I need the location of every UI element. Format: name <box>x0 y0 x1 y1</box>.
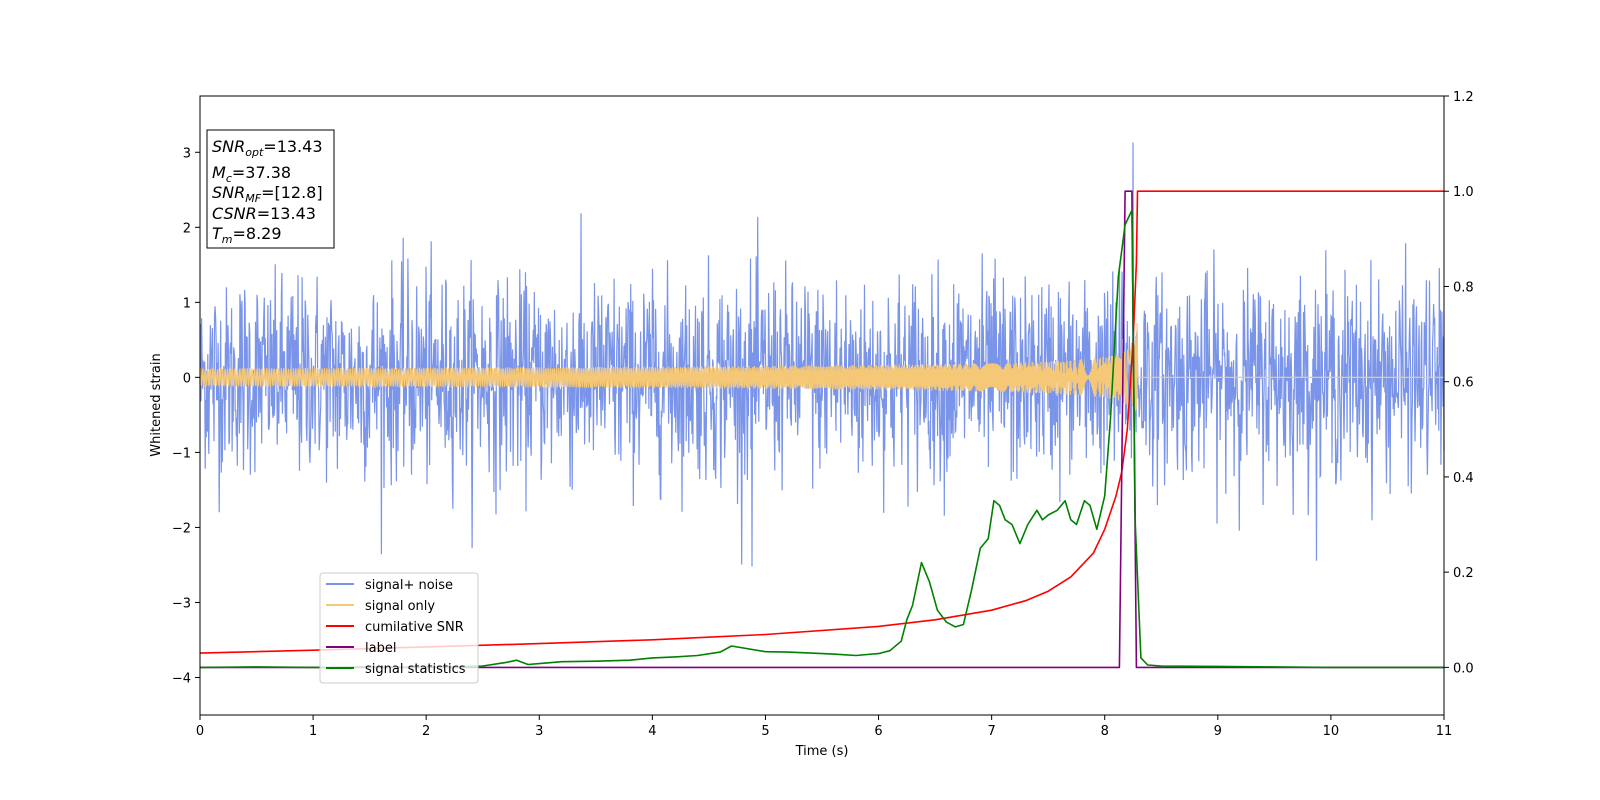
series-label <box>200 190 1444 669</box>
y-left-tick-label: −2 <box>172 521 191 536</box>
legend-label-signal-noise: signal+ noise <box>365 578 453 593</box>
y-left-tick-label: 2 <box>183 221 191 236</box>
y-right-tick-label: 0.0 <box>1453 661 1474 676</box>
y-left-tick-label: −3 <box>172 596 191 611</box>
y-left-tick-label: −4 <box>172 671 191 686</box>
x-tick-label: 5 <box>761 724 769 739</box>
y-right-tick-label: 0.8 <box>1453 280 1474 295</box>
x-tick-label: 7 <box>987 724 995 739</box>
legend-label-cumulative-snr: cumilative SNR <box>365 620 464 635</box>
x-tick-label: 2 <box>422 724 430 739</box>
series-layer <box>199 142 1445 669</box>
y-right-tick-label: 0.2 <box>1453 566 1474 581</box>
x-tick-label: 0 <box>196 724 204 739</box>
x-tick-label: 4 <box>648 724 656 739</box>
info-snr-mf: SNRMF=[12.8] <box>212 183 323 205</box>
series-signal-only <box>199 323 1444 415</box>
x-tick-label: 10 <box>1323 724 1340 739</box>
x-axis-title: Time (s) <box>795 744 849 759</box>
plot-frame <box>199 95 1445 716</box>
y-right-tick-label: 0.6 <box>1453 376 1474 391</box>
x-tick-label: 6 <box>874 724 882 739</box>
y-left-tick-label: 0 <box>183 371 191 386</box>
y-right-tick-label: 1.2 <box>1453 90 1474 105</box>
info-tm: Tm=8.29 <box>212 224 282 246</box>
axes-layer: 0 1 2 3 4 5 6 7 8 9 10 11 −4 −3 −2 −1 0 1 2 3 0.0 0.2 0.4 0.6 0.… <box>172 90 1474 739</box>
y-left-tick-label: 1 <box>183 296 191 311</box>
series-cumulative-snr <box>199 190 1444 654</box>
info-box-frame <box>206 129 335 249</box>
x-tick-label: 3 <box>535 724 543 739</box>
legend-label-signal-statistics: signal statistics <box>365 662 466 677</box>
info-snr-opt: SNRopt=13.43 <box>212 137 323 159</box>
y-left-tick-label: 3 <box>183 146 191 161</box>
info-mc: Mc=37.38 <box>212 163 291 185</box>
x-tick-label: 11 <box>1436 724 1453 739</box>
series-signal-noise <box>199 142 1445 567</box>
info-csnr: CSNR=13.43 <box>212 204 316 223</box>
info-box: SNRopt=13.43 Mc=37.38 SNRMF=[12.8] CSNR=… <box>206 129 335 249</box>
legend: signal+ noise signal only cumilative SNR… <box>319 572 479 684</box>
x-tick-label: 9 <box>1214 724 1222 739</box>
y-left-tick-label: −1 <box>172 446 191 461</box>
legend-label-label: label <box>365 641 396 656</box>
y-right-tick-label: 1.0 <box>1453 185 1474 200</box>
series-signal-statistics <box>199 209 1444 669</box>
y-right-tick-label: 0.4 <box>1453 471 1474 486</box>
legend-frame <box>319 572 479 684</box>
x-tick-label: 1 <box>309 724 317 739</box>
y-axis-title: Whitened strain <box>149 353 164 456</box>
legend-label-signal-only: signal only <box>365 599 435 614</box>
x-tick-label: 8 <box>1101 724 1109 739</box>
